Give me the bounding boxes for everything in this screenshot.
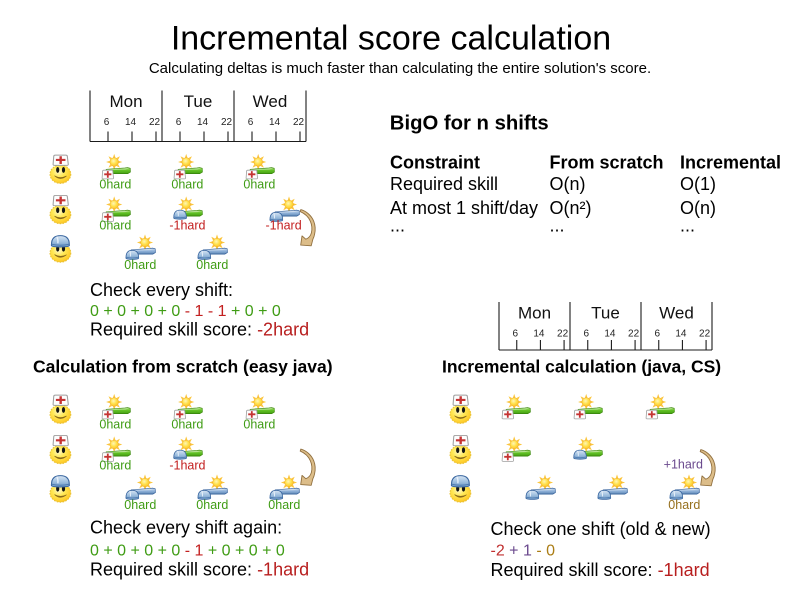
svg-text:0hard: 0hard <box>171 177 203 191</box>
svg-text:Check every shift:: Check every shift: <box>90 280 233 300</box>
svg-text:0 + 0 + 0 + 0 - 1 + 0 + 0 + 0: 0 + 0 + 0 + 0 - 1 + 0 + 0 + 0 <box>90 543 285 560</box>
svg-text:0hard: 0hard <box>268 498 300 512</box>
svg-text:Calculating deltas is much fas: Calculating deltas is much faster than c… <box>149 60 651 77</box>
svg-text:At most 1 shift/day: At most 1 shift/day <box>390 198 538 218</box>
svg-text:-1hard: -1hard <box>169 219 205 233</box>
svg-text:0hard: 0hard <box>171 417 203 431</box>
svg-text:0hard: 0hard <box>243 417 275 431</box>
svg-text:0hard: 0hard <box>99 459 131 473</box>
svg-text:-1hard: -1hard <box>169 459 205 473</box>
svg-text:Required skill score: -1hard: Required skill score: -1hard <box>90 560 309 580</box>
svg-text:Calculation from scratch (easy: Calculation from scratch (easy java) <box>33 356 333 376</box>
svg-text:Tue: Tue <box>591 303 620 322</box>
svg-text:0hard: 0hard <box>243 177 275 191</box>
svg-text:6: 6 <box>583 328 589 339</box>
svg-text:Incremental score calculation: Incremental score calculation <box>171 19 611 57</box>
svg-text:+1hard: +1hard <box>664 458 703 472</box>
svg-text:0 + 0 + 0 + 0 - 1 - 1 + 0 + 0: 0 + 0 + 0 + 0 - 1 - 1 + 0 + 0 <box>90 303 281 320</box>
svg-text:...: ... <box>390 215 405 235</box>
svg-text:6: 6 <box>512 328 518 339</box>
svg-text:O(n): O(n) <box>680 198 716 218</box>
svg-text:6: 6 <box>104 117 110 128</box>
svg-text:Mon: Mon <box>518 303 551 322</box>
svg-text:22: 22 <box>699 328 711 339</box>
svg-text:Check every shift again:: Check every shift again: <box>90 517 282 537</box>
svg-text:Mon: Mon <box>109 92 142 111</box>
svg-text:14: 14 <box>533 328 545 339</box>
svg-text:0hard: 0hard <box>99 177 131 191</box>
svg-text:Required skill score: -2hard: Required skill score: -2hard <box>90 319 309 339</box>
svg-text:...: ... <box>550 215 565 235</box>
svg-text:6: 6 <box>248 117 254 128</box>
svg-text:0hard: 0hard <box>668 498 700 512</box>
svg-text:Wed: Wed <box>659 303 694 322</box>
svg-text:From scratch: From scratch <box>550 152 664 172</box>
svg-text:14: 14 <box>125 117 137 128</box>
svg-text:22: 22 <box>293 117 305 128</box>
svg-text:22: 22 <box>221 117 233 128</box>
svg-text:Required skill: Required skill <box>390 174 498 194</box>
svg-text:BigO for n shifts: BigO for n shifts <box>390 112 549 134</box>
svg-text:Constraint: Constraint <box>390 152 480 172</box>
svg-text:Required skill score: -1hard: Required skill score: -1hard <box>491 560 710 580</box>
svg-text:14: 14 <box>675 328 687 339</box>
svg-text:Incremental: Incremental <box>680 152 781 172</box>
svg-text:22: 22 <box>628 328 640 339</box>
svg-text:0hard: 0hard <box>124 258 156 272</box>
svg-text:0hard: 0hard <box>99 417 131 431</box>
svg-text:0hard: 0hard <box>99 219 131 233</box>
svg-text:Check one shift (old & new): Check one shift (old & new) <box>491 519 711 539</box>
svg-text:Wed: Wed <box>253 92 288 111</box>
svg-text:14: 14 <box>604 328 616 339</box>
svg-text:6: 6 <box>176 117 182 128</box>
svg-text:0hard: 0hard <box>196 498 228 512</box>
svg-text:Tue: Tue <box>184 92 213 111</box>
svg-text:6: 6 <box>654 328 660 339</box>
svg-text:...: ... <box>680 215 695 235</box>
svg-text:-1hard: -1hard <box>266 219 302 233</box>
svg-text:O(1): O(1) <box>680 174 716 194</box>
svg-text:-2 + 1 - 0: -2 + 1 - 0 <box>491 543 556 560</box>
svg-text:O(n): O(n) <box>550 174 586 194</box>
svg-text:O(n²): O(n²) <box>550 198 592 218</box>
svg-text:22: 22 <box>149 117 161 128</box>
svg-text:0hard: 0hard <box>124 498 156 512</box>
svg-text:14: 14 <box>269 117 281 128</box>
svg-text:Incremental calculation (java,: Incremental calculation (java, CS) <box>442 356 721 376</box>
svg-text:22: 22 <box>557 328 569 339</box>
svg-text:0hard: 0hard <box>196 258 228 272</box>
svg-text:14: 14 <box>197 117 209 128</box>
